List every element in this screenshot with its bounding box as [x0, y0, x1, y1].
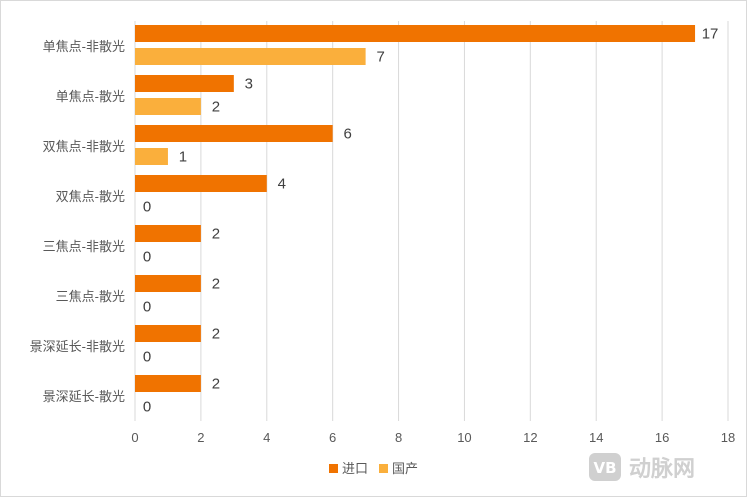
- legend: 进口 国产: [329, 461, 418, 476]
- watermark-logo-icon: [589, 453, 621, 481]
- x-tick-label: 14: [589, 430, 603, 445]
- data-labels: 17 7 3 2 6 1 4 0 2 0 2 0 2 0 2 0: [143, 26, 719, 416]
- data-label: 0: [143, 399, 151, 416]
- legend-swatch: [329, 464, 338, 473]
- x-tick-label: 16: [655, 430, 669, 445]
- watermark: VB 动脉网: [589, 453, 695, 482]
- bars: [135, 25, 696, 392]
- bar-import: [135, 75, 234, 92]
- category-label: 景深延长-非散光: [30, 339, 125, 354]
- category-label: 景深延长-散光: [43, 389, 125, 404]
- bar-import: [135, 25, 696, 42]
- data-label: 4: [278, 176, 286, 193]
- data-label: 0: [143, 299, 151, 316]
- bar-import: [135, 225, 201, 242]
- data-label: 6: [343, 126, 351, 143]
- data-label: 2: [212, 376, 220, 393]
- x-tick-label: 18: [721, 430, 735, 445]
- watermark-logo-text: VB: [593, 459, 616, 477]
- x-tick-label: 10: [457, 430, 471, 445]
- x-tick-label: 0: [131, 430, 138, 445]
- x-tick-label: 2: [197, 430, 204, 445]
- category-label: 双焦点-非散光: [43, 139, 125, 154]
- legend-swatch: [379, 464, 388, 473]
- data-label: 0: [143, 199, 151, 216]
- data-label: 0: [143, 249, 151, 266]
- legend-label: 国产: [392, 461, 418, 476]
- legend-label: 进口: [342, 461, 368, 476]
- category-labels: 单焦点-非散光单焦点-散光双焦点-非散光双焦点-散光三焦点-非散光三焦点-散光景…: [30, 39, 125, 404]
- x-tick-label: 8: [395, 430, 402, 445]
- x-tick-label: 4: [263, 430, 270, 445]
- category-label: 双焦点-散光: [56, 189, 125, 204]
- data-label: 0: [143, 349, 151, 366]
- data-label: 2: [212, 276, 220, 293]
- data-label: 1: [179, 149, 187, 166]
- data-label: 17: [702, 26, 719, 43]
- bar-import: [135, 275, 201, 292]
- bar-import: [135, 375, 201, 392]
- data-label: 7: [376, 49, 384, 66]
- x-tick-label: 6: [329, 430, 336, 445]
- bar-domestic: [135, 48, 366, 65]
- bar-domestic: [135, 148, 168, 165]
- data-label: 3: [245, 76, 253, 93]
- bar-import: [135, 125, 333, 142]
- bar-import: [135, 175, 267, 192]
- x-tick-label: 12: [523, 430, 537, 445]
- bar-domestic: [135, 98, 201, 115]
- watermark-text: 动脉网: [629, 457, 695, 482]
- category-label: 单焦点-散光: [56, 89, 125, 104]
- data-label: 2: [212, 99, 220, 116]
- category-label: 三焦点-非散光: [43, 239, 125, 254]
- category-label: 三焦点-散光: [56, 289, 125, 304]
- data-label: 2: [212, 226, 220, 243]
- x-axis-ticks: 0 2 4 6 8 10 12 14 16 18: [131, 430, 735, 445]
- data-label: 2: [212, 326, 220, 343]
- bar-import: [135, 325, 201, 342]
- category-label: 单焦点-非散光: [43, 39, 125, 54]
